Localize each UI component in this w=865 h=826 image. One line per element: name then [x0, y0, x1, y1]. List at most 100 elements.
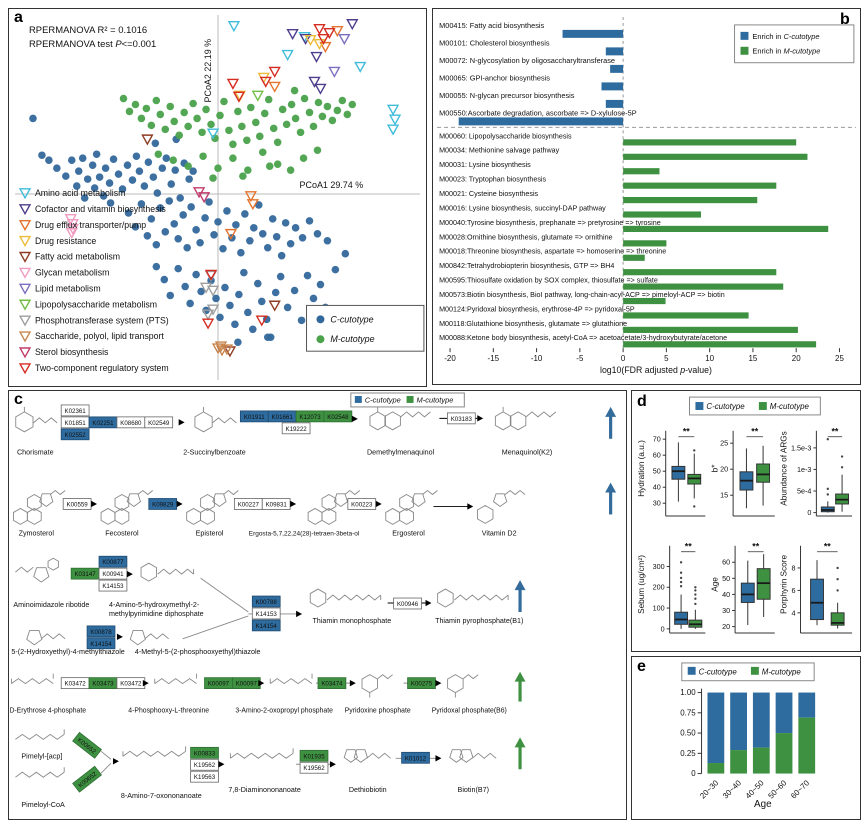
scatter-point: [72, 182, 81, 190]
molecule-structure: [343, 749, 358, 763]
legend-category-label: Drug resistance: [35, 236, 96, 246]
scatter-point: [184, 122, 192, 131]
scatter-point: [254, 279, 262, 288]
bar-label: M00124:Pyridoxal biosynthesis, erythrose…: [439, 305, 635, 313]
molecule-structure: [400, 411, 431, 418]
axis-tick-label: 40: [653, 483, 661, 492]
scatter-point: [278, 105, 287, 114]
scatter-point: [255, 132, 264, 141]
ko-id-label: K03472: [120, 681, 142, 688]
pathway-marker-triangle-icon: [255, 315, 268, 327]
scatter-point: [83, 175, 92, 183]
outlier-dot: [826, 438, 829, 441]
compound-label: 8-Amino-7-oxononanoate: [121, 792, 202, 800]
molecule-structure: [114, 493, 130, 511]
molecule-structure: [307, 507, 323, 525]
legend-label: M-cutotype: [770, 402, 810, 411]
scatter-point: [135, 167, 144, 175]
compound-label: 7,8-Diaminononanoate: [228, 786, 300, 794]
scatter-point: [290, 86, 299, 95]
panel-a-letter: a: [14, 9, 23, 26]
scatter-point: [243, 136, 251, 145]
ko-box: [401, 751, 430, 764]
scatter-point: [318, 112, 327, 121]
ko-box: [144, 416, 174, 429]
axis-tick-label: 1.5e-3: [791, 443, 811, 452]
axis-tick-label: 70: [653, 435, 661, 444]
scatter-point: [262, 315, 271, 324]
pathway-marker-triangle-icon: [386, 104, 400, 116]
scatter-point: [185, 175, 193, 183]
outlier-dot: [840, 466, 844, 469]
molecule-structure: [492, 493, 508, 508]
axis-tick-label: 15: [720, 491, 728, 500]
y-axis-title: PCoA2 22.19 %: [203, 39, 213, 103]
outlier-dot: [694, 602, 697, 606]
scatter-point: [131, 223, 140, 231]
ko-box: [446, 412, 476, 425]
legend-category-label: Amino acid metabolism: [35, 188, 125, 198]
axis-tick-label: -20: [444, 354, 456, 363]
scatter-point: [187, 203, 195, 211]
molecule-structure: [447, 674, 464, 694]
scatter-point: [241, 210, 249, 218]
scatter-point: [152, 262, 161, 271]
pathway-marker-triangle-icon: [317, 33, 330, 46]
scatter-point: [161, 228, 170, 236]
legend-category-label: Two-component regulatory system: [35, 363, 169, 373]
scatter-point: [181, 282, 189, 291]
scatter-point: [229, 140, 237, 149]
outlier-dot: [679, 585, 683, 588]
scatter-point: [38, 151, 46, 160]
ko-box: [86, 625, 116, 638]
axis-tick-label: 25: [720, 439, 728, 448]
outlier-dot: [836, 566, 839, 570]
permanova-r2-text: RPERMANOVA R² = 0.1016: [29, 25, 147, 36]
scatter-point: [246, 236, 254, 245]
scatter-point: [161, 125, 170, 134]
compound-label: Pimeloyl-CoA: [21, 801, 65, 809]
scatter-point: [180, 108, 188, 117]
bar: [623, 153, 808, 160]
molecule-structure: [321, 493, 337, 511]
scatter-point: [99, 192, 108, 200]
molecule-structure: [454, 594, 509, 601]
compound-label: 2-Succinylbenzoate: [183, 449, 245, 457]
scatter-point: [114, 170, 123, 178]
ko-id-label: K14153: [102, 583, 124, 590]
pathway-marker-triangle-icon: [251, 90, 264, 102]
scatter-point: [258, 148, 267, 157]
ko-box: [190, 746, 219, 759]
ko-id-label: K00878: [90, 629, 112, 636]
bar-label: M00072: N-glycosylation by oligosacchary…: [439, 56, 615, 65]
ko-box: [98, 555, 128, 568]
significance-stars: **: [831, 427, 838, 437]
scatter-point: [162, 154, 171, 162]
scatter-point: [158, 164, 167, 172]
significance-stars: **: [683, 427, 690, 437]
pathway-marker-triangle-icon: [223, 346, 237, 358]
compound-label: Dethiobiotin: [349, 786, 387, 794]
ko-id-label: K00097: [236, 681, 258, 688]
scatter-point: [250, 224, 258, 232]
legend-label: M-cutotype: [762, 667, 802, 676]
bar-segment-m: [775, 733, 793, 774]
scatter-point: [192, 226, 200, 234]
axis-tick-label: 300: [653, 562, 665, 571]
scatter-point: [62, 172, 70, 180]
ko-id-label: K00877: [102, 559, 124, 566]
scatter-point: [118, 185, 127, 193]
scatter-point: [291, 114, 300, 123]
pathway-marker-triangle-icon: [268, 66, 281, 78]
axis-tick-label: 20: [792, 354, 801, 363]
group-legend-label: C-cutotype: [330, 314, 373, 324]
scatter-point: [170, 117, 179, 126]
scatter-point: [147, 215, 156, 223]
molecule-structure: [11, 678, 54, 685]
bar: [623, 168, 660, 175]
pathway-marker-triangle-icon: [386, 124, 400, 136]
scatter-point: [348, 100, 357, 109]
molecule-structure: [422, 489, 438, 496]
bar-label: M00415: Fatty acid biosynthesis: [439, 21, 544, 30]
arrowhead-icon: [142, 679, 149, 687]
